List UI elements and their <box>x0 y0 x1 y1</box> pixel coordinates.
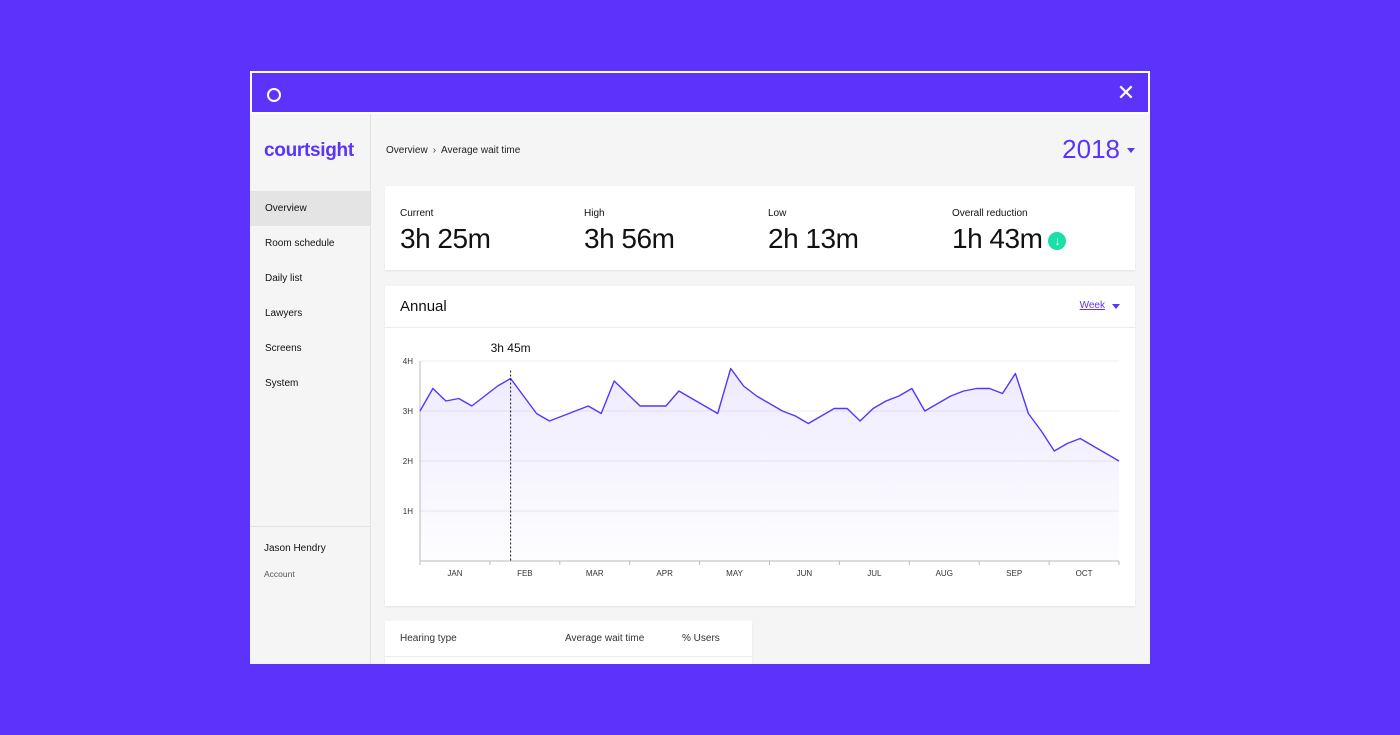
y-tick-label: 4H <box>403 357 413 366</box>
x-tick-label: SEP <box>1006 569 1022 578</box>
close-icon[interactable]: ✕ <box>1116 80 1136 105</box>
x-tick-label: APR <box>656 569 673 578</box>
stat-high: High 3h 56m <box>584 208 675 255</box>
x-tick-label: JUL <box>867 569 882 578</box>
chart-title: Annual <box>400 298 447 315</box>
app-window: ✕ courtsight Overview Room schedule Dail… <box>250 71 1150 664</box>
stat-label: Current <box>400 208 434 219</box>
column-header-percent-users[interactable]: % Users <box>682 633 720 644</box>
column-header-hearing-type[interactable]: Hearing type <box>400 633 457 644</box>
table-divider <box>385 656 752 657</box>
sidebar: courtsight Overview Room schedule Daily … <box>250 114 371 664</box>
hover-marker-label: 3h 45m <box>491 341 531 355</box>
sidebar-item-system[interactable]: System <box>265 378 299 389</box>
x-tick-label: AUG <box>936 569 953 578</box>
series-line <box>419 367 1120 462</box>
stat-label: Low <box>768 208 787 219</box>
x-tick-label: JUN <box>797 569 813 578</box>
series-area <box>420 368 1119 561</box>
column-header-average-wait-time[interactable]: Average wait time <box>565 633 645 644</box>
chart-header: Annual Week <box>385 286 1135 328</box>
stat-overall-reduction: Overall reduction 1h 43m ↓ <box>952 208 1067 255</box>
stats-card: Current 3h 25m High 3h 56m Low 2h 13m Ov… <box>385 186 1135 270</box>
breadcrumb-overview[interactable]: Overview <box>386 145 428 156</box>
stat-value-text: 1h 43m <box>952 223 1043 254</box>
y-tick-label: 3H <box>403 407 413 416</box>
x-tick-label: JAN <box>447 569 462 578</box>
arrow-down-icon: ↓ <box>1048 231 1067 250</box>
main-content: Overview › Average wait time 2018 Current … <box>371 114 1150 664</box>
annual-chart-card: Annual Week 4H 3H 2H 1H JAN FEB MAR APR MAY JUN JU… <box>385 286 1135 606</box>
stat-current: Current 3h 25m <box>400 208 491 255</box>
period-select[interactable]: Week <box>1079 300 1105 311</box>
annual-area-chart: 4H 3H 2H 1H JAN FEB MAR APR MAY JUN JUL AUG SEP OCT 3h… <box>403 341 1120 578</box>
caret-down-icon[interactable] <box>1112 304 1120 309</box>
stat-label: High <box>584 208 605 219</box>
user-name[interactable]: Jason Hendry <box>264 543 326 554</box>
circle-icon <box>267 88 281 102</box>
x-tick-label: OCT <box>1076 569 1093 578</box>
year-select[interactable]: 2018 <box>1062 134 1120 164</box>
y-tick-label: 2H <box>403 457 413 466</box>
sidebar-item-room-schedule[interactable]: Room schedule <box>265 238 335 249</box>
stat-label: Overall reduction <box>952 208 1028 219</box>
caret-down-icon[interactable] <box>1127 148 1135 153</box>
sidebar-item-screens[interactable]: Screens <box>265 343 302 354</box>
sidebar-item-daily-list[interactable]: Daily list <box>265 273 303 284</box>
x-tick-label: MAR <box>586 569 604 578</box>
stat-low: Low 2h 13m <box>768 208 859 255</box>
x-tick-label: FEB <box>517 569 533 578</box>
stat-value: 2h 13m <box>768 223 859 254</box>
stat-value: 1h 43m ↓ <box>952 223 1067 255</box>
breadcrumb: Overview › Average wait time <box>386 145 520 156</box>
sidebar-divider <box>250 526 370 527</box>
title-bar: ✕ <box>250 71 1150 114</box>
sidebar-item-lawyers[interactable]: Lawyers <box>265 308 303 319</box>
stat-value: 3h 56m <box>584 223 675 254</box>
y-tick-label: 1H <box>403 507 413 516</box>
breadcrumb-current: Average wait time <box>441 145 521 156</box>
stat-value: 3h 25m <box>400 223 491 254</box>
hearing-type-table: Hearing type Average wait time % Users <box>385 621 752 664</box>
x-tick-label: MAY <box>726 569 743 578</box>
sidebar-item-overview[interactable]: Overview <box>250 191 370 226</box>
chevron-right-icon: › <box>432 145 437 156</box>
brand-logo[interactable]: courtsight <box>264 140 354 161</box>
account-link[interactable]: Account <box>264 569 295 579</box>
